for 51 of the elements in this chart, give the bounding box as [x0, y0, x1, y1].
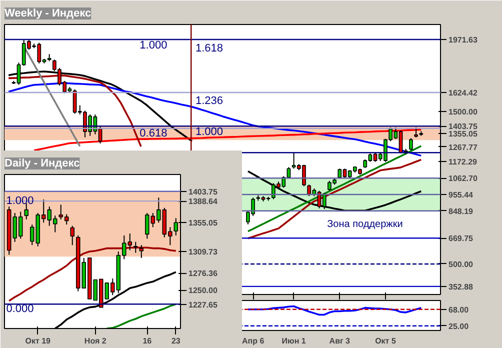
annotation: 0.618: [140, 127, 168, 140]
candlestick: [414, 126, 418, 138]
chart-title: Daily - Индекс: [4, 158, 80, 170]
x-tick-label: 16: [142, 336, 152, 346]
y-tick-label: 1403.75: [188, 187, 218, 196]
y-tick-label: 500.00: [448, 260, 474, 269]
x-tick-label: Авг 3: [329, 336, 351, 346]
annotation: 1.000: [195, 126, 223, 138]
candlestick: [134, 241, 138, 254]
y-tick-label: 1403.75: [448, 122, 478, 132]
y-tick-label: 955.44: [448, 190, 474, 200]
line-series: [106, 303, 177, 328]
line-series: [33, 128, 422, 152]
line-series: [247, 145, 422, 232]
candlestick: [24, 202, 28, 220]
y-tick-label: 1500.00: [448, 107, 478, 116]
line-series: [247, 305, 422, 316]
y-tick-label: 1624.42: [448, 88, 478, 98]
x-tick-label: Ноя 2: [84, 336, 107, 346]
candlestick: [139, 244, 144, 258]
y-tick-label: 1355.05: [188, 218, 218, 228]
annotation: 1.000: [140, 40, 168, 52]
y-tick-label: 68.00: [448, 305, 470, 314]
y-tick-label: 1971.63: [448, 36, 478, 45]
x-tick-label: Июн 1: [282, 336, 306, 346]
y-tick-label: 669.75: [448, 234, 474, 244]
candlestick: [70, 225, 74, 246]
y-tick-label: 1172.29: [448, 157, 478, 166]
y-tick-label: 1062.70: [448, 174, 478, 184]
y-tick-label: 352.88: [448, 282, 474, 292]
y-tick-label: 848.19: [448, 206, 474, 216]
y-tick-label: 1276.36: [188, 269, 218, 278]
y-tick-label: 1250.00: [188, 286, 218, 295]
x-tick-label: 23: [171, 336, 181, 346]
y-tick-label: 1309.73: [188, 248, 218, 257]
annotation: 1.000: [6, 195, 34, 208]
x-tick-label: Апр 6: [242, 336, 265, 346]
annotation: 0.000: [6, 302, 34, 315]
line-series: [8, 82, 422, 157]
candlestick: [409, 138, 413, 151]
annotation: 1.618: [195, 42, 223, 54]
x-tick-label: Окт 5: [375, 336, 396, 346]
annotation: 1.236: [195, 95, 223, 108]
y-tick-label: 1355.05: [448, 130, 478, 139]
y-tick-label: 1227.65: [188, 300, 218, 310]
y-tick-label: 25.00: [448, 322, 470, 331]
chart-title: Weekly - Индекс: [4, 8, 92, 20]
y-tick-label: 1388.64: [188, 197, 218, 206]
y-tick-label: 1267.77: [448, 142, 478, 152]
x-tick-label: Окт 19: [25, 336, 52, 346]
annotation: Зона поддержки: [327, 218, 403, 230]
